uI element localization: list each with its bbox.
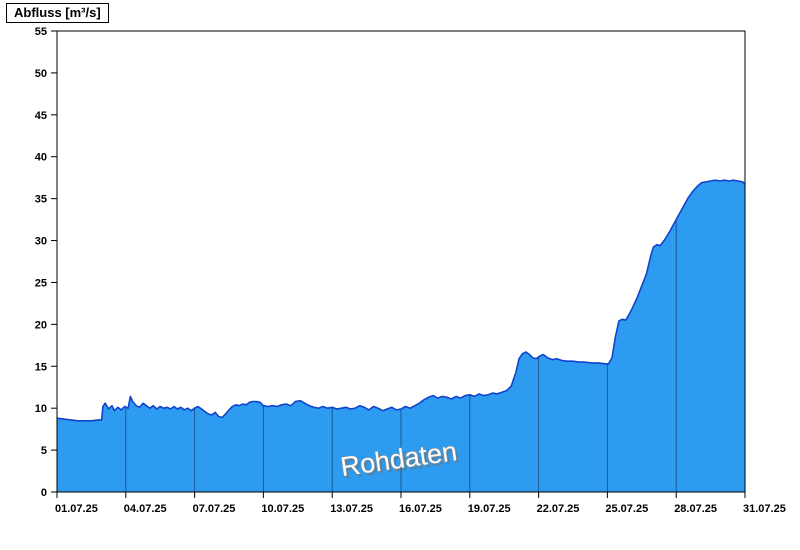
x-tick-label: 01.07.25 (55, 503, 98, 515)
y-tick-label: 30 (35, 236, 47, 248)
y-tick-label: 40 (35, 152, 47, 164)
x-tick-label: 07.07.25 (193, 503, 236, 515)
y-tick-label: 20 (35, 319, 47, 331)
y-tick-label: 35 (35, 194, 47, 206)
x-tick-label: 10.07.25 (261, 503, 304, 515)
y-tick-label: 55 (35, 26, 47, 38)
y-tick-label: 50 (35, 68, 47, 80)
x-tick-label: 19.07.25 (468, 503, 511, 515)
y-tick-label: 10 (35, 403, 47, 415)
discharge-area (57, 180, 745, 492)
x-tick-label: 28.07.25 (674, 503, 717, 515)
x-tick-label: 16.07.25 (399, 503, 442, 515)
chart-title: Abfluss [m³/s] (6, 3, 109, 23)
x-tick-label: 13.07.25 (330, 503, 373, 515)
y-tick-label: 5 (41, 445, 47, 457)
x-tick-label: 25.07.25 (605, 503, 648, 515)
y-tick-label: 45 (35, 110, 47, 122)
x-tick-label: 04.07.25 (124, 503, 167, 515)
x-tick-label: 22.07.25 (537, 503, 580, 515)
discharge-line (56, 179, 746, 422)
y-tick-label: 0 (41, 487, 47, 499)
x-tick-label: 31.07.25 (743, 503, 786, 515)
y-tick-label: 15 (35, 361, 47, 373)
y-tick-label: 25 (35, 277, 47, 289)
